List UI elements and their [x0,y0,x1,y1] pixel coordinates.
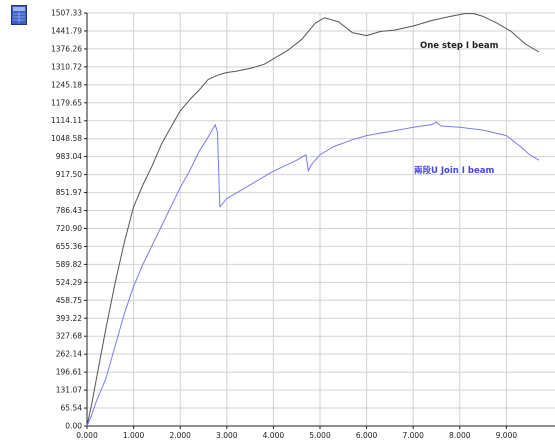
gridlines [87,12,555,426]
x-tick-label: 8.000 [449,431,471,440]
series-label-one: One step I beam [420,41,499,51]
plot-background [87,13,555,426]
y-tick-label: 65.54 [61,404,83,413]
y-tick-label: 1507.33 [51,9,82,18]
y-tick-label: 655.36 [56,242,82,251]
y-tick-label: 1179.65 [51,98,82,107]
y-tick-label: 458.75 [56,296,82,305]
y-tick-label: 1114.11 [51,116,82,125]
x-tick-label: 7.000 [402,431,424,440]
x-tick-label: 6.000 [356,431,378,440]
y-tick-label: 1245.18 [51,80,82,89]
y-tick-label: 851.97 [56,188,82,197]
y-tick-label: 786.43 [56,206,82,215]
y-tick-label: 983.04 [56,152,82,161]
x-tick-label: 5.000 [309,431,331,440]
x-tick-label: 2.000 [169,431,191,440]
y-tick-label: 262.14 [56,350,82,359]
series-line-one-step-i-beam [86,13,540,427]
y-tick-label: 131.07 [56,386,82,395]
table-icon [11,5,27,25]
x-tick-label: 3.000 [216,431,238,440]
y-tick-label: 393.22 [56,314,82,323]
y-tick-label: 196.61 [56,368,82,377]
y-tick-label: 589.82 [56,260,82,269]
axes [86,13,555,427]
y-tick-label: 327.68 [56,332,82,341]
y-tick-label: 917.50 [56,170,82,179]
y-tick-label: 0.00 [65,422,82,431]
x-tick-label: 1.000 [123,431,145,440]
y-tick-labels: 0.00 65.54 131.07 196.61 262.14 327.68 393.22 4… [51,9,87,431]
x-tick-labels: 0.000 1.000 2.000 3.000 4.000 5.000 6.000 7.000… [76,426,517,440]
x-tick-label: 4.000 [263,431,285,440]
series-label-two: 兩段U Join I beam [414,165,494,176]
y-tick-label: 720.90 [56,224,82,233]
y-tick-label: 1048.58 [51,134,82,143]
series-lines [86,13,540,427]
y-tick-label: 1376.26 [51,44,82,53]
x-tick-label: 9.000 [496,431,518,440]
y-tick-label: 1310.72 [51,62,82,71]
y-tick-label: 1441.79 [51,26,82,35]
x-tick-label: 0.000 [76,431,98,440]
series-line-two-step-u-join-i-beam [86,121,540,427]
y-tick-label: 524.29 [56,278,82,287]
